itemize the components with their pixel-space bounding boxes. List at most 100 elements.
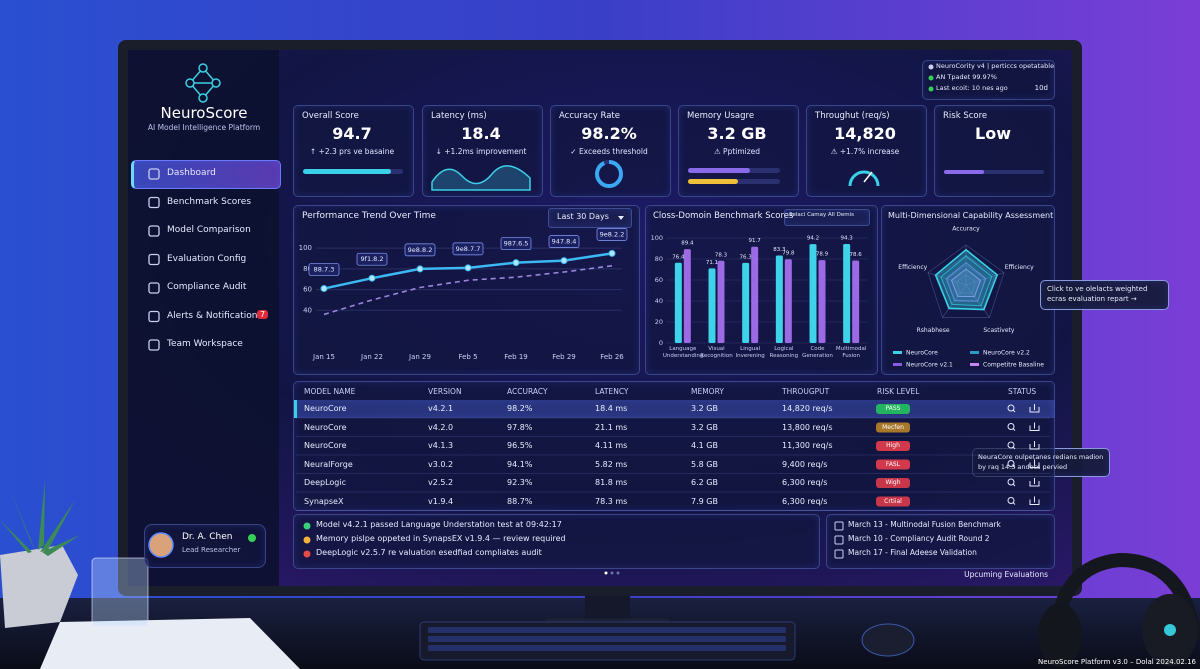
tooltip xyxy=(1040,280,1169,310)
x-tick-label: Logical Reasoning xyxy=(769,346,799,359)
table-cell: 88.7% xyxy=(507,496,533,506)
chart-title: Closs-Domoin Benchmark Scores xyxy=(653,211,794,221)
mouse xyxy=(861,623,915,657)
table-cell: 6,300 req/s xyxy=(782,496,828,506)
table-cell: 5.8 GB xyxy=(691,459,718,469)
x-tick-label: Code Generation xyxy=(802,346,833,359)
table-cell: 3.2 GB xyxy=(691,422,718,432)
table-cell: 14,820 req/s xyxy=(782,404,833,413)
table-cell: 94.1% xyxy=(507,459,533,469)
x-tick-label: Language Understanding xyxy=(662,346,704,359)
nav-item: Model Comparison xyxy=(167,225,251,235)
chart-title: Performance Trend Over Time xyxy=(302,211,436,221)
nav-item: Compliance Audit xyxy=(167,282,247,292)
kpi-note: ↑ +2.3 prs ve basaine xyxy=(309,147,395,156)
table-cell: NeuroCore xyxy=(304,404,347,413)
column-header: RISK LEVEL xyxy=(877,387,920,396)
tooltip-text: NeuraCore oulpetanes redians madion by r… xyxy=(978,453,1104,471)
risk-label: Wigh xyxy=(885,479,901,486)
status-line: AN Tpadet 99.97% xyxy=(936,73,997,81)
table-cell: v1.9.4 xyxy=(428,496,454,506)
column-header: MODEL NAME xyxy=(304,387,356,396)
upcoming-item: March 10 - Compliancy Audit Round 2 xyxy=(848,534,990,543)
keys xyxy=(428,627,786,651)
table-cell: 9,400 req/s xyxy=(782,459,828,469)
column-header: STATUS xyxy=(1008,387,1037,396)
kpi-note: ⚠ Pptimized xyxy=(713,147,761,156)
headphones xyxy=(1038,552,1200,667)
table-cell: 81.8 ms xyxy=(595,478,628,487)
table-cell: SynapseX xyxy=(304,496,344,506)
brand: NeuroScore xyxy=(160,104,248,122)
chart-title: Multi-Dimensional Capability Assessment xyxy=(888,211,1054,220)
table-cell: 7.9 GB xyxy=(691,496,718,506)
table-panel xyxy=(293,381,1055,511)
upcoming-title: Upcuming Evaluations xyxy=(964,570,1048,579)
table-cell: 78.3 ms xyxy=(595,496,628,506)
risk-label: High xyxy=(886,442,900,449)
nav-badge: 7 xyxy=(257,309,269,319)
table-cell: v4.2.1 xyxy=(428,404,454,413)
kpi-value: 18.4 xyxy=(461,124,501,143)
kpi-label: Memory Usagre xyxy=(687,111,755,121)
filter-label: Selaci Camay All Demis xyxy=(789,212,854,218)
kpi-note: ↓ +1.2ms improvement xyxy=(435,147,527,156)
glass xyxy=(91,557,149,627)
table-cell: 5.82 ms xyxy=(595,459,628,469)
kpi-label: Accuracy Rate xyxy=(559,111,620,121)
kpi-value: 14,820 xyxy=(834,124,896,143)
table-cell: 11,300 req/s xyxy=(782,441,833,450)
stand-neck xyxy=(585,592,630,622)
row-highlight xyxy=(294,400,1055,418)
kpi-label: Throughut (req/s) xyxy=(815,111,890,121)
status-box xyxy=(922,60,1055,100)
status-age: 10d xyxy=(1034,84,1048,92)
notification: Model v4.2.1 passed Language Understatio… xyxy=(316,520,562,529)
status-line: NeuroCority v4 | perticcs opetatable xyxy=(936,62,1055,70)
plant-pot xyxy=(0,545,78,628)
kpi-value: 3.2 GB xyxy=(707,124,767,143)
table-cell: 4.1 GB xyxy=(691,441,718,450)
table-cell: v4.1.3 xyxy=(428,441,454,450)
kpi-card xyxy=(934,105,1055,197)
x-tick-label: Lingual Inverening xyxy=(735,346,765,359)
nav-item: Alerts & Notifications xyxy=(167,310,263,321)
table-cell: NeuroCore xyxy=(304,422,347,432)
range-select xyxy=(548,208,632,228)
column-header: VERSION xyxy=(428,387,462,396)
user-role: Lead Researcher xyxy=(182,546,241,554)
kpi-label: Latency (ms) xyxy=(431,111,487,121)
kpi-label: Overall Score xyxy=(302,111,359,121)
table-cell: v3.0.2 xyxy=(428,459,454,469)
notification: Memory pislpe oppeted in SynapsEX v1.9.4… xyxy=(316,534,566,543)
notification: DeepLogic v2.5.7 re valuation esedfiad c… xyxy=(316,548,542,557)
table-cell: 6.2 GB xyxy=(691,478,718,487)
kpi-value: Low xyxy=(975,124,1011,143)
upcoming-panel xyxy=(826,514,1055,569)
table-cell: 96.5% xyxy=(507,441,533,450)
table-cell: 97.8% xyxy=(507,422,533,432)
table-cell: NeuroCore xyxy=(304,441,347,450)
table-cell: 13,800 req/s xyxy=(782,422,833,432)
kpi-value: 94.7 xyxy=(332,124,372,143)
kpi-card xyxy=(550,105,671,197)
table-cell: v4.2.0 xyxy=(428,422,454,432)
table-cell: 3.2 GB xyxy=(691,404,718,413)
column-header: MEMORY xyxy=(691,387,724,396)
risk-label: Mecfen xyxy=(882,423,904,431)
risk-label: Crtiial xyxy=(884,497,902,505)
nav-item: Evaluation Config xyxy=(167,253,247,264)
tagline: AI Model Intelligence Platform xyxy=(147,123,261,132)
notifications-panel xyxy=(293,514,820,569)
table-cell: 4.11 ms xyxy=(595,441,628,450)
x-tick-label: Multimodal Fusion xyxy=(835,346,867,359)
table-cell: v2.5.2 xyxy=(428,478,454,487)
nav-item: Team Workspace xyxy=(167,339,243,349)
column-header: LATENCY xyxy=(595,387,629,396)
range-label: Last 30 Days xyxy=(557,212,609,221)
upcoming-item: March 13 - Multinodal Fusion Benchmark xyxy=(848,520,1001,529)
table-cell: 98.2% xyxy=(507,404,533,413)
table-cell: 6,300 req/s xyxy=(782,478,828,487)
papers xyxy=(40,618,300,669)
